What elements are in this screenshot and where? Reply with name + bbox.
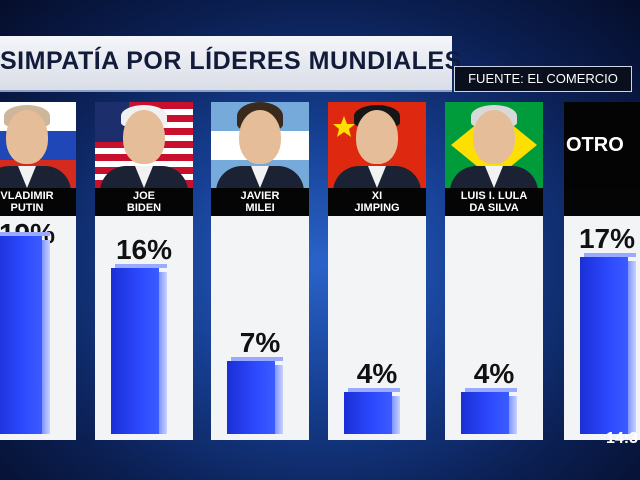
bar [0, 232, 50, 434]
plot-area: 4% [328, 216, 426, 440]
others-panel: OTRO [564, 102, 640, 188]
bar-card-biden: JOE BIDEN 16% [95, 102, 193, 440]
plot-area: 7% [211, 216, 309, 440]
name-line1: JAVIER [240, 190, 280, 202]
chart-title: SIMPATÍA POR LÍDERES MUNDIALES [0, 47, 462, 75]
others-label: OTRO [566, 134, 624, 156]
plot-area: 19% [0, 216, 76, 440]
plot-area: 4% [445, 216, 543, 440]
bar-card-xi: XI JIMPING 4% [328, 102, 426, 440]
plot-area: 17% [564, 216, 640, 440]
data-label: 4% [356, 358, 398, 389]
bar-card-putin: VLADIMIR PUTIN 19% [0, 102, 76, 440]
data-label: 7% [239, 327, 281, 358]
name-line1: XI [371, 190, 383, 202]
source-label: FUENTE: EL COMERCIO [454, 66, 632, 92]
name-line2: DA SILVA [469, 202, 519, 214]
data-label: 17% [578, 223, 636, 254]
bar-card-otros: OTRO 17% [564, 102, 640, 440]
leader-photo-milei [211, 102, 309, 188]
face-shape [123, 110, 165, 164]
face-shape [356, 110, 398, 164]
bar [227, 357, 283, 434]
category-label [564, 188, 640, 216]
name-line1: LUIS I. LULA [460, 190, 528, 202]
bar [111, 264, 167, 434]
plot-area: 16% [95, 216, 193, 440]
leader-photo-lula [445, 102, 543, 188]
name-line2: JIMPING [354, 202, 400, 214]
bar [461, 388, 517, 434]
leader-photo-putin [0, 102, 76, 188]
category-label: JOE BIDEN [95, 188, 193, 216]
name-line2: PUTIN [10, 202, 44, 214]
data-label: 4% [473, 358, 515, 389]
face-shape [239, 110, 281, 164]
title-bar [0, 36, 452, 92]
leader-photo-biden [95, 102, 193, 188]
face-shape [6, 110, 48, 164]
data-label: 16% [115, 234, 173, 265]
face-shape [473, 110, 515, 164]
suit-shape [0, 166, 71, 188]
category-label: VLADIMIR PUTIN [0, 188, 76, 216]
name-line2: BIDEN [126, 202, 162, 214]
bar-card-lula: LUIS I. LULA DA SILVA 4% [445, 102, 543, 440]
clock-readout: 14:3 [606, 430, 639, 447]
bar-card-milei: JAVIER MILEI 7% [211, 102, 309, 440]
name-line1: VLADIMIR [0, 190, 54, 202]
category-label: XI JIMPING [328, 188, 426, 216]
category-label: JAVIER MILEI [211, 188, 309, 216]
bar [344, 388, 400, 434]
category-label: LUIS I. LULA DA SILVA [445, 188, 543, 216]
name-line1: JOE [132, 190, 155, 202]
leader-photo-xi [328, 102, 426, 188]
name-line2: MILEI [245, 202, 275, 214]
bar [580, 253, 636, 434]
